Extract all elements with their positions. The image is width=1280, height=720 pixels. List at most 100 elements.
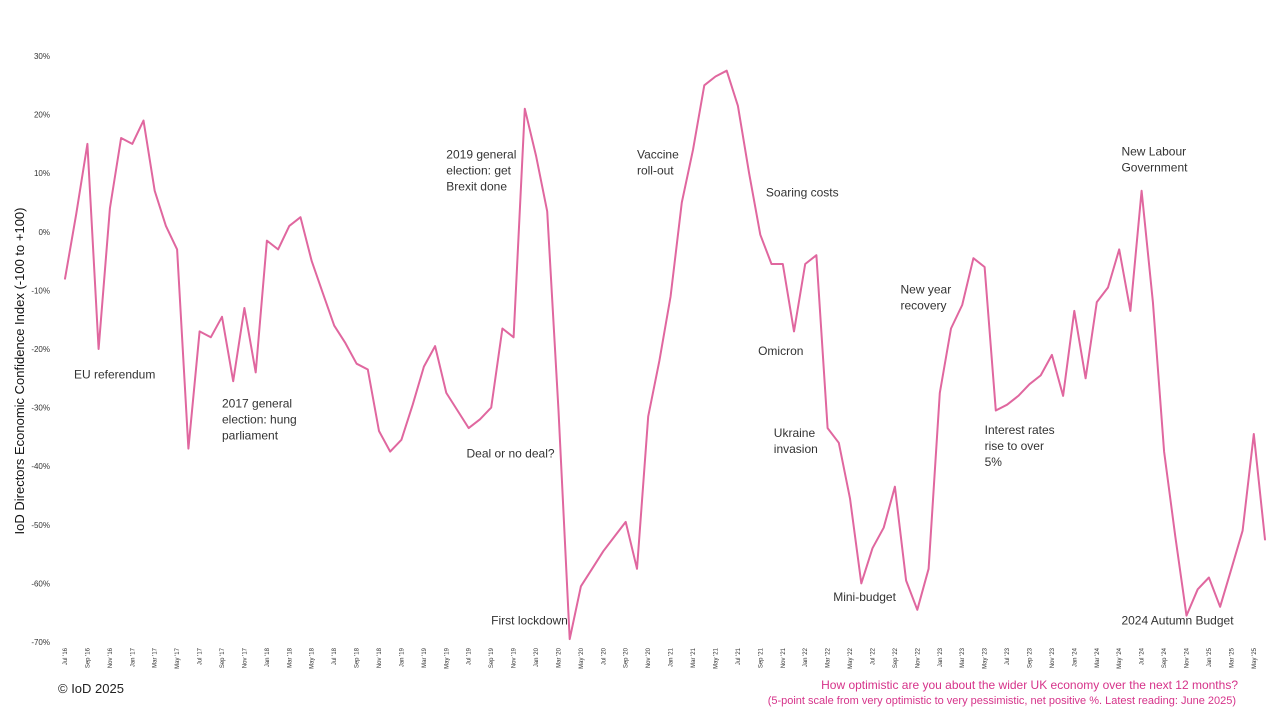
data-point	[187, 447, 189, 449]
data-point	[400, 439, 402, 441]
data-point	[1107, 286, 1109, 288]
data-point	[322, 292, 324, 294]
data-point	[726, 70, 728, 72]
data-point	[905, 579, 907, 581]
data-point	[266, 239, 268, 241]
y-axis: 30% 20% 10% 0% -10% -20% -30% -40% -50% -60% -70%	[31, 52, 50, 647]
annotation-label: 2024 Autumn Budget	[1121, 613, 1234, 627]
annotation-label: Ukraine invasion	[774, 426, 818, 456]
annotation-label: 2017 general election: hung parliament	[222, 397, 297, 443]
data-point	[512, 336, 514, 338]
data-point	[972, 257, 974, 259]
x-tick-label: Mar '21	[691, 647, 697, 667]
x-tick-label: Mar '18	[287, 647, 293, 667]
data-point	[681, 201, 683, 203]
data-point	[535, 154, 537, 156]
x-tick-label: Nov '22	[915, 647, 921, 668]
data-point	[894, 486, 896, 488]
data-point	[97, 348, 99, 350]
data-point	[826, 427, 828, 429]
data-point	[479, 418, 481, 420]
data-point	[198, 330, 200, 332]
x-tick-label: Jul '20	[601, 647, 607, 665]
data-point	[299, 216, 301, 218]
x-tick-label: Jul '17	[198, 647, 204, 665]
data-point	[580, 585, 582, 587]
data-point	[636, 568, 638, 570]
x-tick-label: Sep '17	[220, 647, 226, 668]
annotation-label: Vaccine roll-out	[637, 148, 679, 178]
y-tick-label: -20%	[31, 345, 50, 354]
data-point	[1140, 190, 1142, 192]
x-tick-label: Sep '16	[85, 647, 91, 668]
data-point	[1163, 450, 1165, 452]
data-point	[1253, 433, 1255, 435]
data-point	[288, 225, 290, 227]
data-point	[916, 609, 918, 611]
data-point	[131, 143, 133, 145]
data-point	[344, 342, 346, 344]
data-point	[434, 345, 436, 347]
x-tick-label: Nov '16	[108, 647, 114, 668]
data-point	[557, 409, 559, 411]
x-tick-label: Jul '19	[467, 647, 473, 665]
data-point	[456, 409, 458, 411]
x-tick-label: May '19	[444, 647, 450, 668]
data-point	[714, 75, 716, 77]
y-axis-label: IoD Directors Economic Confidence Index …	[12, 208, 27, 535]
data-point	[591, 568, 593, 570]
x-tick-label: Nov '23	[1050, 647, 1056, 668]
data-point	[243, 307, 245, 309]
data-point	[1096, 301, 1098, 303]
data-point	[1040, 374, 1042, 376]
data-point	[423, 365, 425, 367]
x-tick-label: Sep '22	[893, 647, 899, 668]
x-tick-label: Sep '18	[355, 647, 361, 668]
data-point	[883, 527, 885, 529]
data-point	[1073, 310, 1075, 312]
data-point	[770, 263, 772, 265]
x-tick-label: Jan '24	[1072, 647, 1078, 667]
x-tick-label: Jan '22	[803, 647, 809, 667]
data-point	[277, 248, 279, 250]
data-point	[86, 143, 88, 145]
y-tick-label: 20%	[34, 111, 50, 120]
data-point	[221, 316, 223, 318]
data-point	[1017, 395, 1019, 397]
x-tick-label: Jul '16	[63, 647, 69, 665]
x-tick-label: Nov '24	[1184, 647, 1190, 668]
annotation-label: Mini-budget	[833, 590, 896, 604]
data-point	[961, 304, 963, 306]
x-tick-label: Jul '23	[1005, 647, 1011, 665]
annotation-label: EU referendum	[74, 367, 155, 381]
x-tick-label: Jan '18	[265, 647, 271, 667]
y-tick-label: -70%	[31, 638, 50, 647]
y-tick-label: 0%	[38, 228, 50, 237]
data-point	[815, 254, 817, 256]
x-axis: Jul '16 Sep '16 Nov '16 Jan '17 Mar '17 May '…	[63, 647, 1258, 668]
data-point	[165, 225, 167, 227]
data-point	[311, 260, 313, 262]
x-tick-label: Sep '24	[1162, 647, 1168, 668]
data-point	[333, 324, 335, 326]
x-tick-label: Jul '22	[870, 647, 876, 665]
x-tick-label: Sep '19	[489, 647, 495, 668]
x-tick-label: Nov '21	[781, 647, 787, 668]
survey-question: How optimistic are you about the wider U…	[821, 678, 1238, 692]
data-point	[524, 108, 526, 110]
x-tick-label: Jan '21	[669, 647, 675, 667]
x-tick-label: Jan '19	[399, 647, 405, 667]
y-tick-label: 10%	[34, 169, 50, 178]
data-point	[983, 266, 985, 268]
x-tick-label: Mar '22	[826, 647, 832, 667]
data-point	[950, 327, 952, 329]
x-tick-label: Nov '19	[512, 647, 518, 668]
data-point	[1264, 538, 1266, 540]
annotation-label: 2019 general election: get Brexit done	[446, 148, 516, 194]
data-point	[546, 210, 548, 212]
data-point	[838, 442, 840, 444]
data-point	[871, 547, 873, 549]
data-point	[1129, 310, 1131, 312]
data-point	[176, 248, 178, 250]
x-tick-label: Jan '20	[534, 647, 540, 667]
